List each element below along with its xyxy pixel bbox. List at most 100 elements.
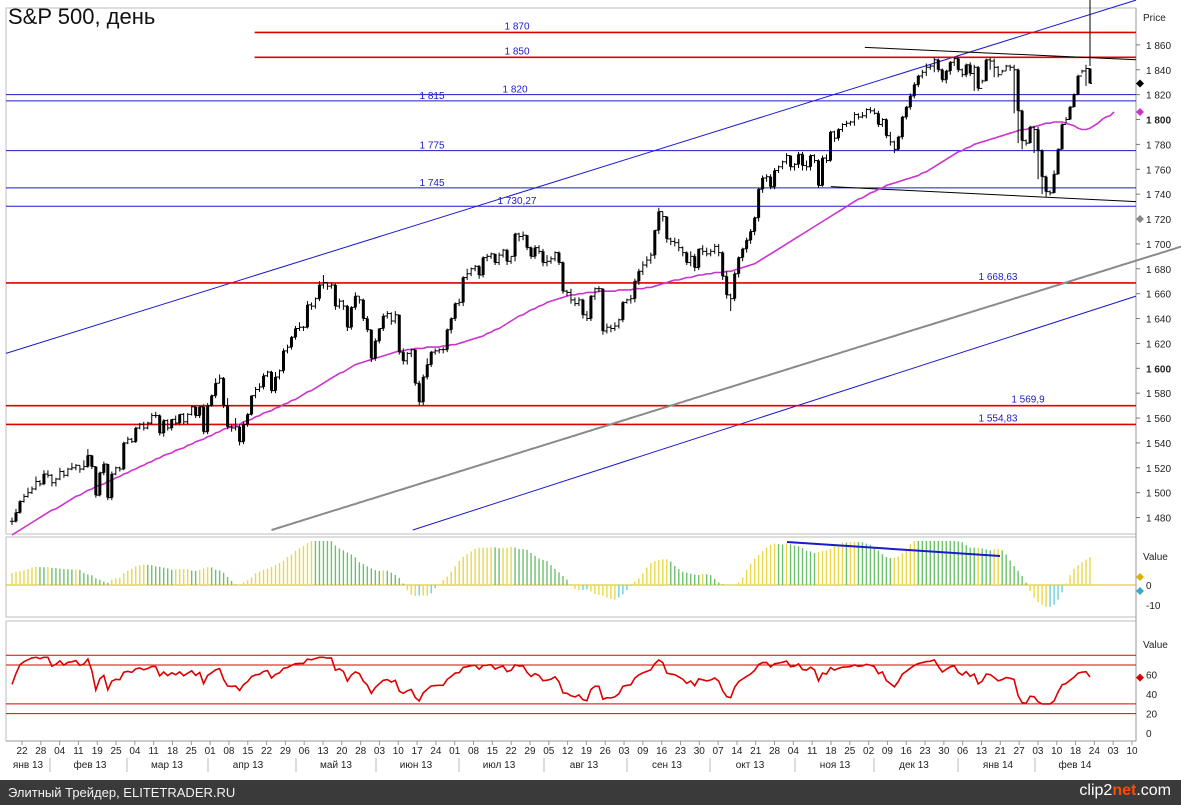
price-bar-body [293, 328, 297, 338]
price-bar-body [561, 262, 565, 292]
price-bar-body [262, 375, 266, 387]
price-bar-body [876, 113, 880, 125]
price-tick-label: 1 700 [1146, 240, 1171, 251]
oscillator-tick-label: 60 [1146, 671, 1158, 682]
price-bar-body [333, 284, 337, 307]
x-day-label: 15 [242, 746, 254, 757]
price-bar-body [270, 372, 274, 391]
price-bar-body [725, 276, 729, 295]
price-bar-body [828, 131, 832, 161]
price-tick-label: 1 740 [1146, 190, 1171, 201]
price-bar-body [745, 240, 749, 249]
price-bar-body [1028, 126, 1032, 144]
price-bar-body [349, 307, 353, 328]
divergence-line [786, 541, 1001, 557]
price-bar-body [665, 216, 669, 239]
price-bar-body [1088, 68, 1092, 84]
price-bar-body [226, 405, 230, 427]
price-bar-body [557, 252, 561, 263]
channel-lower-line [412, 295, 1137, 531]
price-bar-body [693, 256, 697, 268]
x-day-label: 19 [581, 746, 593, 757]
chart-canvas: Price 1 480 1 500 1 520 1 540 1 560 1 580 1 600… [5, 0, 1181, 772]
price-bar-body [453, 303, 457, 319]
price-bar-body [964, 64, 968, 75]
x-day-label: 22 [261, 746, 273, 757]
price-bar-body [769, 176, 773, 187]
price-bar-body [896, 136, 900, 150]
x-day-label: 11 [148, 746, 159, 757]
x-day-label: 04 [788, 746, 800, 757]
x-month-label: апр 13 [233, 760, 264, 771]
price-tick-label: 1 820 [1146, 91, 1171, 102]
price-bar-body [753, 217, 757, 232]
price-bar-body [976, 67, 980, 89]
x-day-label: 12 [562, 746, 574, 757]
price-bar-body [525, 235, 529, 248]
price-bar-body [122, 442, 126, 470]
price-bar-body [242, 424, 246, 442]
x-day-label: 29 [280, 746, 292, 757]
x-day-label: 16 [656, 746, 668, 757]
x-day-label: 26 [600, 746, 612, 757]
price-bar-body [589, 296, 593, 319]
x-day-label: 23 [675, 746, 687, 757]
x-day-label: 02 [863, 746, 875, 757]
resistance-level-label: 1 668,63 [979, 272, 1018, 283]
x-day-label: 14 [731, 746, 743, 757]
price-bar-body [481, 257, 485, 275]
x-month-label: янв 13 [13, 760, 44, 771]
price-tick-label: 1 580 [1146, 389, 1171, 400]
ma200-line [271, 245, 1181, 531]
price-bar-body [817, 160, 821, 186]
x-month-label: ноя 13 [820, 760, 851, 771]
price-bar-body [637, 271, 641, 282]
price-bar-body [968, 64, 972, 74]
price-bar-body [621, 302, 625, 320]
price-bar-body [541, 251, 545, 263]
price-bar-body [797, 154, 801, 165]
histogram-tick-label: 0 [1146, 581, 1152, 592]
price-bar-body [94, 466, 98, 496]
x-day-label: 28 [35, 746, 47, 757]
x-day-label: 08 [223, 746, 235, 757]
price-bar-body [353, 296, 357, 308]
x-day-label: 03 [374, 746, 386, 757]
price-bar-body [940, 69, 944, 80]
price-bar-body [417, 383, 421, 402]
clip2net-logo: clip2net.com [1079, 782, 1171, 799]
price-bar-body [533, 247, 537, 257]
price-bar-body [916, 75, 920, 85]
x-day-label: 06 [299, 746, 311, 757]
resistance-level-label: 1 554,83 [979, 413, 1018, 424]
x-day-label: 03 [1032, 746, 1044, 757]
price-bar-body [789, 155, 793, 167]
ma200-marker [1136, 215, 1144, 224]
x-day-label: 27 [1014, 746, 1026, 757]
price-bar-body [449, 318, 453, 330]
price-bar-body [361, 299, 365, 319]
price-tick-label: 1 680 [1146, 265, 1171, 276]
price-tick-label: 1 560 [1146, 414, 1171, 425]
price-bar-body [42, 474, 46, 484]
price-bar-body [900, 117, 904, 137]
x-day-label: 24 [1089, 746, 1101, 757]
x-month-label: фев 13 [73, 759, 106, 771]
oscillator-panel-frame [5, 620, 1137, 742]
resistance-level-label: 1 870 [504, 21, 529, 32]
x-day-label: 11 [807, 746, 818, 757]
price-bars [10, 0, 1092, 526]
price-tick-label: 1 800 [1146, 116, 1171, 127]
x-day-label: 09 [882, 746, 894, 757]
price-bar-body [365, 318, 369, 330]
last-price-marker [1136, 79, 1144, 88]
price-tick-label: 1 860 [1146, 41, 1171, 52]
x-day-label: 28 [769, 746, 781, 757]
oscillator-tick-label: 40 [1146, 690, 1158, 701]
price-bar-body [170, 419, 174, 428]
price-bar-body [529, 247, 533, 257]
x-day-label: 15 [487, 746, 499, 757]
x-month-label: мар 13 [151, 760, 183, 771]
price-bar-body [210, 395, 214, 406]
price-bar-body [246, 414, 250, 425]
